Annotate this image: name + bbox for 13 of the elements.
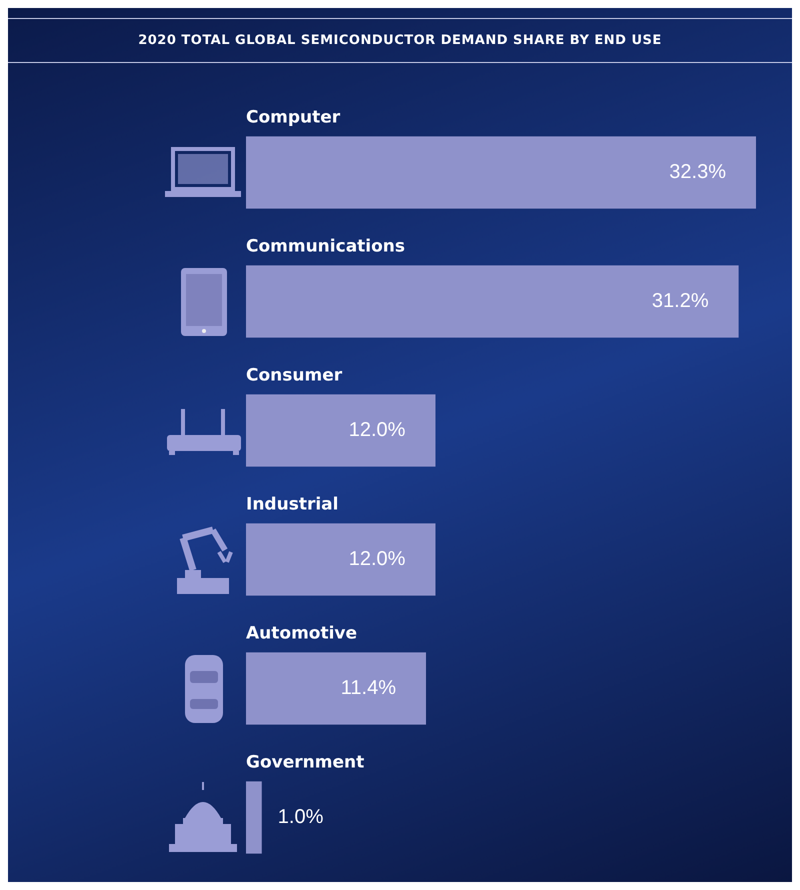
y-tick-label: Communications — [246, 236, 406, 256]
data-label: 11.4% — [340, 677, 396, 700]
data-label: 1.0% — [278, 806, 324, 828]
y-tick-label: Consumer — [246, 365, 343, 386]
y-tick-label: Government — [246, 752, 364, 772]
data-label: 32.3% — [669, 161, 726, 184]
data-label: 12.0% — [348, 419, 406, 442]
y-tick-label: Automotive — [246, 623, 358, 644]
data-label: 12.0% — [348, 548, 406, 570]
y-tick-label: Computer — [246, 107, 341, 128]
chart-title: 2020 TOTAL GLOBAL SEMICONDUCTOR DEMAND SHARE BY END USE — [8, 18, 792, 63]
y-tick-label: Industrial — [246, 494, 338, 514]
data-label: 31.2% — [652, 290, 709, 312]
